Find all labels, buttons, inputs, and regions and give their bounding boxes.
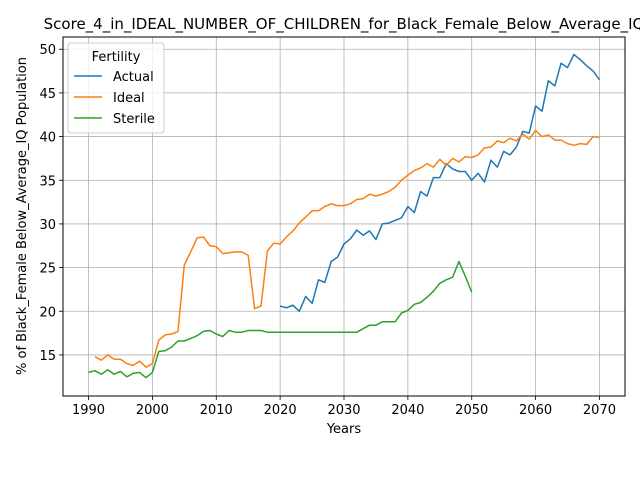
legend: Fertility Actual Ideal Sterile	[67, 42, 165, 134]
x-tick-label: 2040	[391, 403, 424, 418]
series-line-ideal	[94, 129, 600, 368]
y-tick-label: 45	[39, 87, 56, 102]
x-tick-label: 2030	[327, 403, 360, 418]
x-tick-label: 2050	[455, 403, 488, 418]
y-tick-label: 30	[39, 218, 56, 233]
series-line-sterile	[88, 260, 473, 379]
x-tick-label: 2070	[583, 403, 616, 418]
legend-items: Actual Ideal Sterile	[74, 70, 155, 127]
y-tick-label: 25	[39, 262, 56, 277]
y-axis-label: % of Black_Female Below_Average_IQ Popul…	[15, 57, 30, 375]
x-tick-label: 1990	[72, 403, 105, 418]
legend-label: Actual	[113, 70, 154, 85]
series-line-actual	[279, 53, 601, 313]
x-axis-ticks: 1990 2000 2010 2020 2030 2040 2050 2060 2070	[72, 396, 616, 418]
grid-lines	[63, 37, 625, 396]
y-tick-label: 50	[39, 43, 56, 58]
legend-label: Ideal	[113, 91, 145, 106]
y-tick-label: 35	[39, 174, 56, 189]
series-lines	[88, 53, 601, 379]
x-tick-label: 2010	[200, 403, 233, 418]
x-axis-label: Years	[326, 422, 362, 437]
x-tick-label: 2060	[519, 403, 552, 418]
x-tick-label: 2000	[136, 403, 169, 418]
y-tick-label: 40	[39, 131, 56, 146]
y-tick-label: 15	[39, 349, 56, 364]
y-axis-ticks: 15 20 25 30 35 40 45 50	[39, 43, 63, 364]
y-tick-label: 20	[39, 305, 56, 320]
x-tick-label: 2020	[264, 403, 297, 418]
chart-title: Score_4_in_IDEAL_NUMBER_OF_CHILDREN_for_…	[44, 15, 640, 34]
legend-title: Fertility	[92, 50, 141, 65]
legend-box	[67, 42, 165, 134]
legend-label: Sterile	[113, 112, 155, 127]
